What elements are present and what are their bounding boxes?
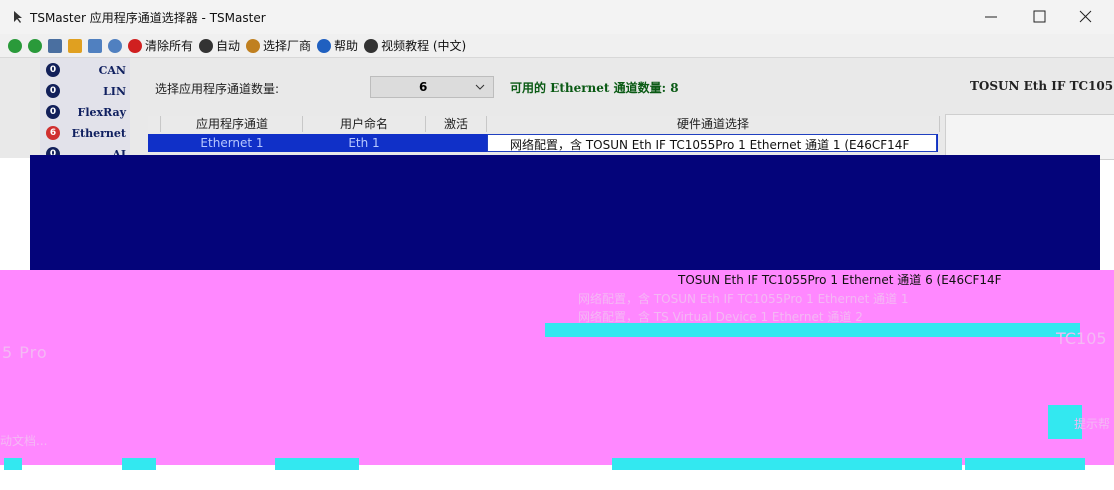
bus-count: 0 [46, 84, 60, 98]
icon [128, 39, 142, 53]
toolbar-button[interactable]: 选择厂商 [246, 37, 311, 54]
dropdown-text: TOSUN Eth IF TC1055Pro 1 Ethernet 通道 6 (… [678, 271, 1002, 288]
device-panel [945, 114, 1114, 160]
icon[interactable] [28, 39, 42, 53]
dropdown-item[interactable]: 网络配置，含 TOSUN Eth IF TC1055Pro 1 Ethernet… [578, 290, 909, 307]
icon[interactable] [48, 39, 62, 53]
icon[interactable] [68, 39, 82, 53]
toolbar: 清除所有 自动 选择厂商 帮助 视频教程 (中文) [0, 34, 1114, 58]
corrupted-block [122, 458, 156, 470]
window-controls[interactable] [980, 8, 1100, 26]
count-combo[interactable]: 6 [370, 76, 494, 98]
text-fragment: 5 Pro [2, 343, 48, 362]
icon[interactable] [88, 39, 102, 53]
text-fragment: 动文档... [0, 432, 47, 449]
app-icon [12, 10, 24, 24]
icon [364, 39, 378, 53]
count-label: 选择应用程序通道数量: [155, 80, 279, 97]
toolbar-label: 视频教程 (中文) [381, 37, 466, 54]
corrupted-block [965, 458, 1085, 470]
available-label: 可用的 Ethernet 通道数量: 8 [510, 79, 679, 96]
column-header: 激活 [426, 116, 487, 132]
bus-count: 0 [46, 63, 60, 77]
bus-name: FlexRay [60, 106, 126, 119]
toolbar-button[interactable]: 自动 [199, 37, 240, 54]
app-window: TSMaster 应用程序通道选择器 - TSMaster 清除所有 自动 选择厂商… [0, 0, 1114, 490]
corrupted-block [612, 458, 962, 470]
text-fragment: TC105 [1056, 329, 1107, 348]
corrupted-bar [545, 323, 1080, 337]
combo-arrow [475, 83, 485, 91]
icon[interactable] [108, 39, 122, 53]
toolbar-label: 自动 [216, 37, 240, 54]
icon [317, 39, 331, 53]
bus-count: 0 [46, 105, 60, 119]
row-header [148, 116, 161, 132]
hardware-combo[interactable]: 网络配置，含 TOSUN Eth IF TC1055Pro 1 Ethernet… [487, 134, 937, 152]
corrupted-block [4, 458, 22, 470]
bus-name: Ethernet [60, 127, 126, 140]
toolbar-button[interactable]: 视频教程 (中文) [364, 37, 466, 54]
column-header: 应用程序通道 [162, 116, 303, 132]
cell: Ethernet 1 [162, 134, 302, 152]
icon [199, 39, 213, 53]
dropdown-item[interactable]: TOSUN Eth IF TC1055Pro 1 Ethernet 通道 6 (… [610, 270, 1100, 288]
icon [246, 39, 260, 53]
toolbar-button[interactable]: 清除所有 [128, 37, 193, 54]
text-fragment: 提示帮 [1074, 415, 1110, 432]
column-header: 用户命名 [303, 116, 426, 132]
window-title: TSMaster 应用程序通道选择器 - TSMaster [30, 9, 266, 26]
corrupted-region [0, 270, 1114, 465]
column-header: 硬件通道选择 [487, 116, 940, 132]
corrupted-block [275, 458, 359, 470]
icon[interactable] [8, 39, 22, 53]
toolbar-label: 选择厂商 [263, 37, 311, 54]
toolbar-label: 清除所有 [145, 37, 193, 54]
bus-count: 6 [46, 126, 60, 140]
corrupted-region [30, 155, 1100, 270]
device-name: TOSUN Eth IF TC1055Pro [970, 79, 1114, 93]
hardware-value: 网络配置，含 TOSUN Eth IF TC1055Pro 1 Ethernet… [510, 136, 909, 153]
title-bar: TSMaster 应用程序通道选择器 - TSMaster [0, 0, 1114, 34]
toolbar-label: 帮助 [334, 37, 358, 54]
bus-name: CAN [60, 64, 126, 77]
cell: Eth 1 [303, 134, 425, 152]
combo-value: 6 [419, 80, 427, 94]
bus-name: LIN [60, 85, 126, 98]
toolbar-button[interactable]: 帮助 [317, 37, 358, 54]
